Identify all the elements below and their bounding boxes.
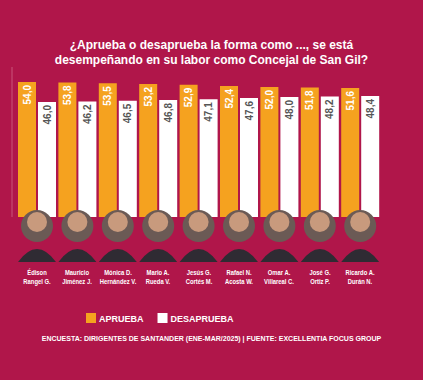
bar: [78, 102, 96, 218]
data-label: 46,2: [82, 104, 93, 124]
photo-face: [310, 212, 330, 232]
source-note: ENCUESTA: DIRIGENTES DE SANTANDER (ENE-M…: [42, 335, 382, 343]
data-label: 53,8: [62, 85, 73, 105]
photo-head: [183, 210, 215, 242]
photo: [58, 210, 96, 262]
data-label: 51,6: [345, 91, 356, 111]
bar: [200, 99, 218, 217]
photo: [18, 210, 56, 262]
photo: [301, 210, 339, 262]
photo-face: [148, 212, 168, 232]
photo-body: [341, 249, 379, 262]
legend-swatch: [158, 313, 168, 323]
legend-label: DESAPRUEBA: [171, 314, 235, 324]
photo: [139, 210, 177, 262]
category-label: Mónica D. Hernández V.: [90, 268, 145, 286]
photo-face: [27, 212, 47, 232]
data-label: 47,1: [203, 102, 214, 122]
bar: [99, 83, 117, 217]
bar: [341, 88, 359, 217]
photo-body: [58, 249, 96, 262]
bar: [240, 98, 258, 217]
photo-face: [269, 212, 289, 232]
data-label: 48,2: [324, 99, 335, 119]
bar: [159, 100, 177, 217]
photo-head: [21, 210, 53, 242]
photo-head: [304, 210, 336, 242]
photo: [260, 210, 298, 262]
data-label: 48,4: [365, 99, 376, 119]
bar: [38, 102, 56, 217]
category-label: Édison Rangel G.: [10, 268, 65, 286]
photo-body: [180, 249, 218, 262]
category-label: Rafael N. Acosta W.: [212, 268, 267, 286]
photo-body: [220, 249, 258, 262]
data-label: 53,5: [102, 86, 113, 106]
bar: [301, 88, 319, 218]
data-label: 47,6: [244, 101, 255, 121]
bar: [58, 83, 76, 218]
bar: [361, 96, 379, 217]
data-label: 52,0: [264, 90, 275, 110]
photo-body: [301, 249, 339, 262]
legend-label: APRUEBA: [99, 314, 144, 324]
y-axis-line: [12, 67, 13, 217]
data-label: 51,8: [304, 90, 315, 110]
bar: [139, 84, 157, 217]
bar: [280, 97, 298, 217]
photo-face: [108, 212, 128, 232]
data-label: 46,8: [163, 103, 174, 123]
category-label: José G. Ortiz P.: [292, 268, 347, 286]
category-label: Jesús G. Cortés M.: [171, 268, 226, 286]
bar: [260, 87, 278, 217]
title: ¿Aprueba o desaprueba la forma como ...,…: [36, 38, 387, 68]
data-label: 48,0: [284, 100, 295, 120]
bars: [18, 82, 379, 217]
photo: [341, 210, 379, 262]
photo-head: [263, 210, 295, 242]
category-label: Mauricio Jiménez J.: [50, 268, 105, 286]
data-label: 53,2: [143, 87, 154, 107]
photo-body: [260, 249, 298, 262]
photo-head: [61, 210, 93, 242]
photo-head: [102, 210, 134, 242]
data-label: 46,5: [122, 103, 133, 123]
photo-face: [189, 212, 209, 232]
photo-body: [139, 249, 177, 262]
bar: [18, 82, 36, 217]
photo-head: [223, 210, 255, 242]
bar: [220, 86, 238, 217]
photo-face: [229, 212, 249, 232]
legend-swatch: [86, 313, 96, 323]
photo: [220, 210, 258, 262]
photo: [180, 210, 218, 262]
photo-head: [344, 210, 376, 242]
category-label: Omar A. Villareal C.: [252, 268, 307, 286]
photo-face: [350, 212, 370, 232]
bar: [119, 101, 137, 217]
bar: [180, 85, 198, 217]
photo-face: [67, 212, 87, 232]
data-label: 46,0: [42, 105, 53, 125]
photo-head: [142, 210, 174, 242]
data-label: 54,0: [22, 85, 33, 105]
photo-body: [99, 249, 137, 262]
category-label: Ricardo A. Durán N.: [333, 268, 388, 286]
photo: [99, 210, 137, 262]
category-label: Mario A. Rueda V.: [131, 268, 186, 286]
data-label: 52,9: [183, 87, 194, 107]
data-label: 52,4: [224, 89, 235, 109]
bar: [321, 97, 339, 218]
photo-body: [18, 249, 56, 262]
